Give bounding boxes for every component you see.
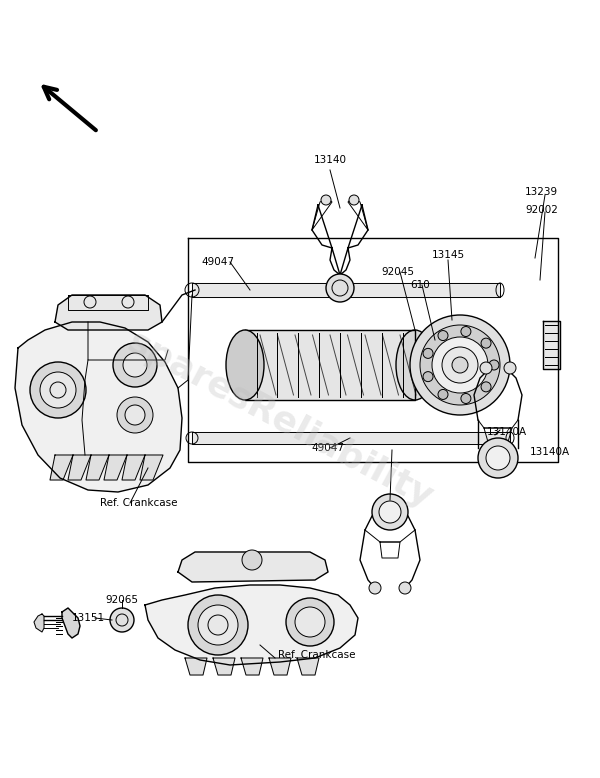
Circle shape [438,331,448,341]
Circle shape [113,343,157,387]
Circle shape [372,494,408,530]
Polygon shape [241,658,263,675]
Polygon shape [86,455,109,480]
Polygon shape [543,321,560,369]
Circle shape [379,501,401,523]
Text: 13151: 13151 [72,613,105,623]
Text: 49047: 49047 [202,257,235,267]
Polygon shape [104,455,127,480]
Circle shape [420,325,500,405]
Polygon shape [68,455,91,480]
Circle shape [198,605,238,645]
Circle shape [40,372,76,408]
Polygon shape [192,283,500,297]
Text: 13140: 13140 [314,155,347,165]
Polygon shape [50,455,73,480]
Circle shape [423,372,433,382]
Circle shape [438,390,448,399]
Circle shape [461,327,471,337]
Text: 610: 610 [410,280,430,290]
Polygon shape [140,455,163,480]
Text: 92065: 92065 [105,595,138,605]
Circle shape [481,382,491,392]
Polygon shape [245,330,415,400]
Text: 13140A: 13140A [530,447,570,457]
Circle shape [423,349,433,359]
Circle shape [410,315,510,415]
Polygon shape [178,552,328,582]
Text: 92045: 92045 [382,267,415,277]
Polygon shape [185,658,207,675]
Text: Ref. Crankcase: Ref. Crankcase [100,498,178,508]
Circle shape [452,357,468,373]
Text: 13145: 13145 [431,250,464,260]
Ellipse shape [226,330,264,400]
Polygon shape [192,432,510,444]
Text: 13140A: 13140A [487,427,527,437]
Circle shape [399,582,411,594]
Polygon shape [34,614,44,632]
Circle shape [486,446,510,470]
Circle shape [349,195,359,205]
Text: 13239: 13239 [525,187,558,197]
Circle shape [188,595,248,655]
Text: 92002: 92002 [525,205,558,215]
Circle shape [432,337,488,393]
Circle shape [125,405,145,425]
Circle shape [481,338,491,348]
Circle shape [110,608,134,632]
Polygon shape [269,658,291,675]
Circle shape [295,607,325,637]
Circle shape [478,438,518,478]
Text: 49047: 49047 [311,443,344,453]
Polygon shape [213,658,235,675]
Circle shape [326,274,354,302]
Circle shape [30,362,86,418]
Circle shape [123,353,147,377]
Polygon shape [297,658,319,675]
Polygon shape [122,455,145,480]
Text: sparesReliability: sparesReliability [121,325,439,515]
Ellipse shape [396,330,434,400]
Polygon shape [55,295,162,330]
Circle shape [369,582,381,594]
Circle shape [321,195,331,205]
Circle shape [504,362,516,374]
Polygon shape [15,322,182,492]
Circle shape [242,550,262,570]
Circle shape [480,362,492,374]
Text: Ref. Crankcase: Ref. Crankcase [278,650,355,660]
Circle shape [117,397,153,433]
Polygon shape [145,585,358,665]
Circle shape [489,360,499,370]
Circle shape [442,347,478,383]
Circle shape [461,394,471,404]
Polygon shape [62,608,80,638]
Circle shape [286,598,334,646]
